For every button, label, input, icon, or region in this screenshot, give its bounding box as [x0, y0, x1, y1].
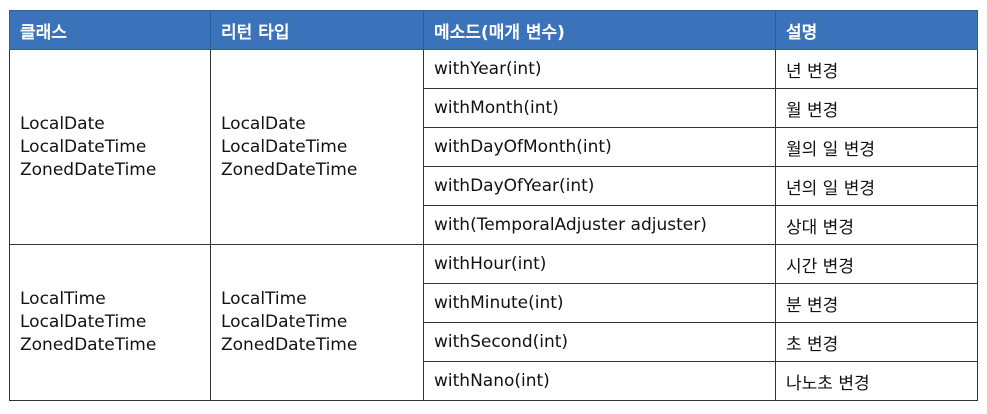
header-row: 클래스 리턴 타입 메소드(매개 변수) 설명	[9, 10, 978, 50]
header-method: 메소드(매개 변수)	[423, 10, 776, 50]
return-type: LocalDateTime	[221, 136, 348, 157]
table-row: withMinute(int) 분 변경	[10, 283, 978, 323]
return-type: LocalTime	[221, 289, 307, 309]
method-cell: withMonth(int)	[423, 88, 776, 128]
method-cell: withHour(int)	[423, 244, 776, 284]
description-cell: 년 변경	[775, 49, 978, 89]
description-cell: 나노초 변경	[775, 361, 978, 401]
description-cell: 시간 변경	[775, 244, 978, 284]
table-row: withDayOfYear(int) 년의 일 변경	[10, 166, 978, 206]
class-name: ZonedDateTime	[20, 159, 157, 180]
return-type-cell: LocalTime LocalDateTime ZonedDateTime	[210, 244, 424, 401]
class-name: LocalDateTime	[20, 136, 147, 157]
header-description: 설명	[775, 10, 978, 50]
table-row: LocalTime LocalDateTime ZonedDateTime Lo…	[9, 244, 978, 401]
class-cell: LocalDate LocalDateTime ZonedDateTime	[9, 49, 211, 245]
header-class: 클래스	[9, 10, 211, 50]
table-row: with(TemporalAdjuster adjuster) 상대 변경	[10, 205, 978, 245]
method-cell: with(TemporalAdjuster adjuster)	[423, 205, 776, 245]
class-name: ZonedDateTime	[20, 335, 157, 355]
return-type: LocalDate	[221, 113, 306, 134]
header-return-type: 리턴 타입	[210, 10, 424, 50]
class-name: LocalDateTime	[20, 312, 147, 332]
table-row: withNano(int) 나노초 변경	[10, 361, 978, 401]
method-cell: withNano(int)	[423, 361, 776, 401]
return-type: LocalDateTime	[221, 312, 348, 332]
method-table: 클래스 리턴 타입 메소드(매개 변수) 설명 LocalDate LocalD…	[9, 10, 978, 401]
method-cell: withDayOfMonth(int)	[423, 127, 776, 167]
description-cell: 초 변경	[775, 322, 978, 362]
table-row: withSecond(int) 초 변경	[10, 322, 978, 362]
class-cell: LocalTime LocalDateTime ZonedDateTime	[9, 244, 211, 401]
return-type-cell: LocalDate LocalDateTime ZonedDateTime	[210, 49, 424, 245]
description-cell: 월의 일 변경	[775, 127, 978, 167]
method-cell: withMinute(int)	[423, 283, 776, 323]
method-cell: withYear(int)	[423, 49, 776, 89]
return-type: ZonedDateTime	[221, 335, 358, 355]
description-cell: 월 변경	[775, 88, 978, 128]
class-name: LocalTime	[20, 289, 106, 309]
table-row: LocalDate LocalDateTime ZonedDateTime Lo…	[9, 49, 978, 245]
return-type: ZonedDateTime	[221, 159, 358, 180]
class-name: LocalDate	[20, 113, 105, 134]
method-cell: withSecond(int)	[423, 322, 776, 362]
table-container: 클래스 리턴 타입 메소드(매개 변수) 설명 LocalDate LocalD…	[9, 10, 978, 401]
table-row: withMonth(int) 월 변경	[10, 88, 978, 128]
description-cell: 상대 변경	[775, 205, 978, 245]
table-row: withDayOfMonth(int) 월의 일 변경	[10, 127, 978, 167]
method-cell: withDayOfYear(int)	[423, 166, 776, 206]
description-cell: 분 변경	[775, 283, 978, 323]
description-cell: 년의 일 변경	[775, 166, 978, 206]
